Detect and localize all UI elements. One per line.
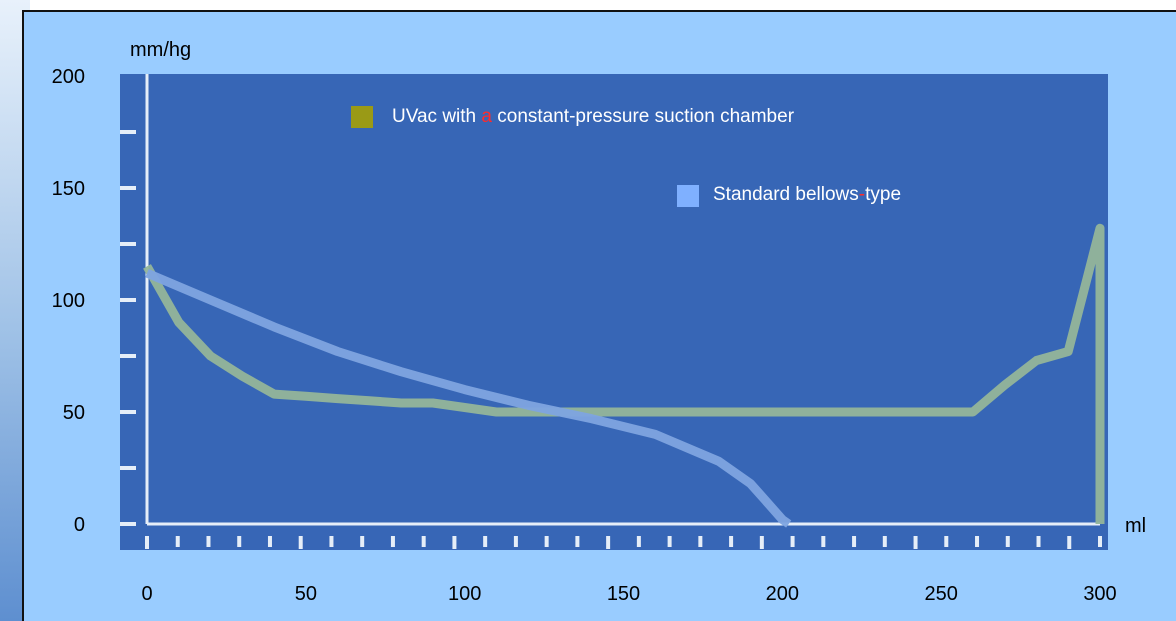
- x-tick-label: 250: [924, 583, 957, 605]
- x-axis-tick-mark: [1036, 536, 1041, 547]
- y-axis-tick-mark: [120, 186, 136, 190]
- x-axis-tick-mark: [606, 536, 611, 549]
- x-axis-tick-mark: [636, 536, 641, 547]
- legend-marker-bellows: [677, 185, 699, 207]
- legend-label-part: UVac with: [392, 106, 481, 127]
- x-tick-label: 300: [1083, 583, 1116, 605]
- legend-label-uvac: UVac with a constant-pressure suction ch…: [392, 106, 795, 127]
- x-axis-tick-mark: [1067, 536, 1072, 549]
- x-axis-tick-mark: [175, 536, 180, 547]
- x-tick-label: 100: [448, 583, 481, 605]
- x-axis-tick-mark: [698, 536, 703, 547]
- x-tick-label: 200: [766, 583, 799, 605]
- x-axis-tick-mark: [237, 536, 242, 547]
- y-tick-label: 0: [74, 514, 85, 536]
- legend-label-part: constant-pressure suction chamber: [492, 106, 795, 127]
- legend-label-part: type: [865, 184, 901, 205]
- y-axis-tick-mark: [120, 130, 136, 134]
- x-axis-tick-mark: [729, 536, 734, 547]
- y-axis-tick-mark: [120, 466, 136, 470]
- y-axis-tick-mark: [120, 522, 136, 526]
- x-tick-label: 50: [295, 583, 317, 605]
- legend-label-part: Standard bellows: [713, 184, 859, 205]
- legend-label-bellows: Standard bellows-type: [713, 184, 901, 205]
- x-axis-tick-mark: [1005, 536, 1010, 547]
- x-axis-tick-mark: [267, 536, 272, 547]
- legend-label-part: -: [859, 184, 865, 205]
- y-tick-label: 50: [63, 402, 85, 424]
- y-tick-label: 100: [52, 290, 85, 312]
- x-axis-title: ml: [1125, 515, 1146, 537]
- x-axis-tick-mark: [544, 536, 549, 547]
- legend-marker-uvac: [351, 106, 373, 128]
- y-axis-title: mm/hg: [130, 39, 191, 61]
- x-axis-tick-mark: [821, 536, 826, 547]
- y-axis-tick-mark: [120, 410, 136, 414]
- x-tick-label: 150: [607, 583, 640, 605]
- x-axis-tick-mark: [1098, 536, 1102, 547]
- x-axis-tick-mark: [206, 536, 211, 547]
- x-axis-tick-mark: [329, 536, 334, 547]
- x-axis-tick-mark: [452, 536, 457, 549]
- x-axis-tick-mark: [390, 536, 395, 547]
- x-axis-tick-mark: [145, 536, 149, 549]
- y-tick-label: 200: [52, 66, 85, 88]
- x-axis-tick-mark: [913, 536, 918, 549]
- x-axis-tick-mark: [667, 536, 672, 547]
- series-line-bellows: [145, 268, 792, 528]
- x-axis-tick-mark: [975, 536, 980, 547]
- y-axis-tick-mark: [120, 242, 136, 246]
- legend-label-part: a: [481, 106, 492, 127]
- y-tick-label: 150: [52, 178, 85, 200]
- y-axis-tick-mark: [120, 354, 136, 358]
- x-axis-tick-mark: [790, 536, 795, 547]
- x-axis-tick-mark: [483, 536, 488, 547]
- y-axis-tick-mark: [120, 298, 136, 302]
- plot-area: [120, 74, 1108, 550]
- x-axis-tick-mark: [852, 536, 857, 547]
- x-axis-tick-mark: [421, 536, 426, 547]
- x-axis-tick-mark: [513, 536, 518, 547]
- x-axis-tick-mark: [575, 536, 580, 547]
- x-axis-tick-mark: [882, 536, 887, 547]
- x-tick-label: 0: [141, 583, 152, 605]
- x-axis-tick-mark: [360, 536, 365, 547]
- x-axis-tick-mark: [759, 536, 764, 549]
- x-axis-tick-mark: [298, 536, 303, 549]
- x-axis-tick-mark: [944, 536, 949, 547]
